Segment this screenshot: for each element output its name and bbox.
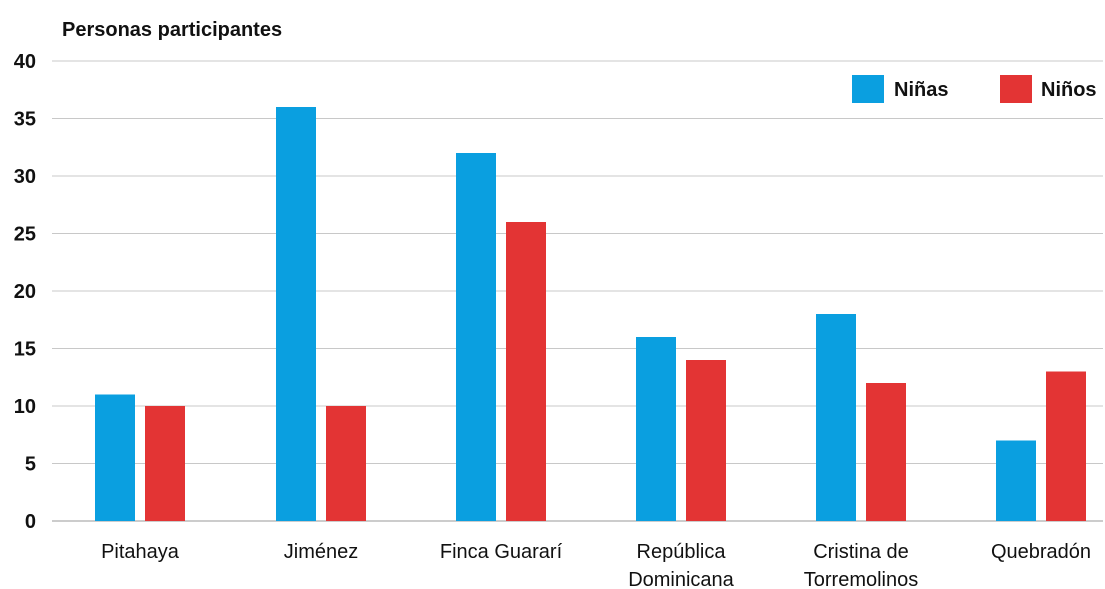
bar-ninas-1 [276,107,316,521]
bar-ninas-5 [996,440,1036,521]
y-tick-label: 40 [14,51,36,73]
x-tick-label: Jiménez [284,541,358,563]
bar-ninos-1 [326,406,366,521]
legend-label-ninas: Niñas [894,79,948,101]
x-tick-label: Cristina de Torremolinos [804,541,918,589]
y-tick-label: 0 [25,511,36,533]
x-axis-ticks: Pitahaya Jiménez Finca Guararí República Dom… [101,541,1091,589]
y-axis-ticks: 0 5 10 15 20 25 30 35 40 [14,51,36,533]
y-tick-label: 35 [14,109,36,131]
legend-swatch-ninos [1000,75,1032,103]
bar-ninos-2 [506,222,546,521]
legend-swatch-ninas [852,75,884,103]
y-tick-label: 25 [14,224,36,246]
bar-ninas-0 [95,394,135,521]
y-tick-label: 30 [14,166,36,188]
gridlines [52,60,1103,522]
bar-ninos-4 [866,383,906,521]
bars [95,107,1086,521]
y-tick-label: 10 [14,396,36,418]
x-tick-label-line: Dominicana [628,569,734,589]
x-tick-label: República Dominicana [628,541,734,589]
x-tick-label-line: Torremolinos [804,569,918,589]
legend: Niñas Niños [852,75,1097,103]
x-tick-label-line: Finca Guararí [440,541,563,563]
legend-label-ninos: Niños [1041,79,1097,101]
y-axis-title: Personas participantes [62,19,282,41]
bar-ninos-5 [1046,371,1086,521]
bar-ninas-3 [636,337,676,521]
x-tick-label: Quebradón [991,541,1091,563]
x-tick-label-line: República [637,541,727,563]
x-tick-label-line: Cristina de [813,541,909,563]
bar-ninos-3 [686,360,726,521]
bar-ninas-4 [816,314,856,521]
y-tick-label: 5 [25,454,36,476]
x-tick-label-line: Jiménez [284,541,358,563]
bar-ninas-2 [456,153,496,521]
x-tick-label: Finca Guararí [440,541,563,563]
x-tick-label: Pitahaya [101,541,180,563]
x-tick-label-line: Quebradón [991,541,1091,563]
x-tick-label-line: Pitahaya [101,541,180,563]
bar-ninos-0 [145,406,185,521]
y-tick-label: 15 [14,339,36,361]
y-tick-label: 20 [14,281,36,303]
